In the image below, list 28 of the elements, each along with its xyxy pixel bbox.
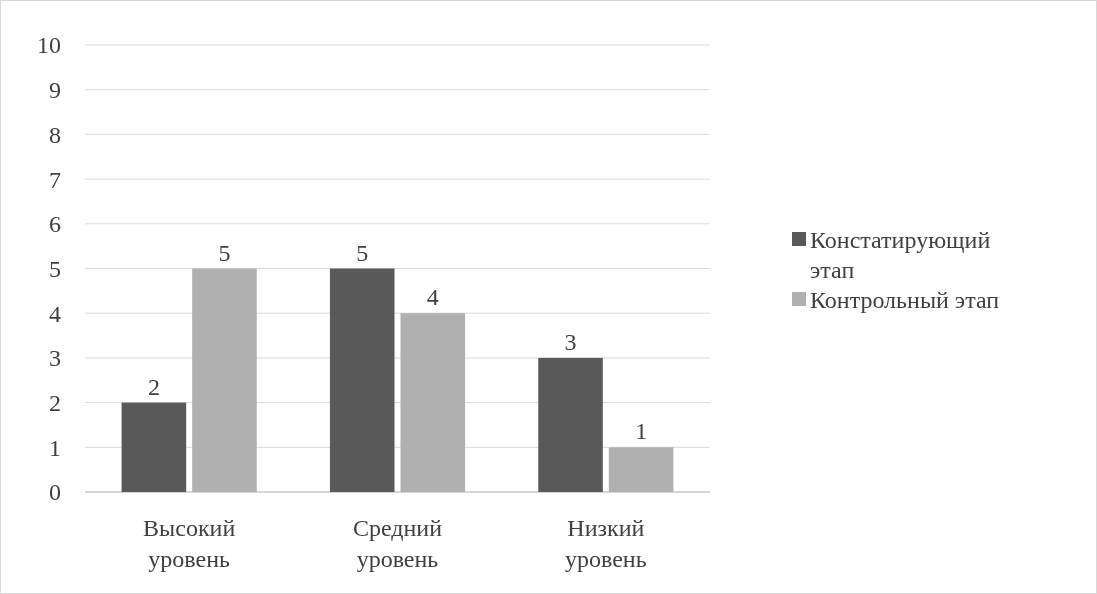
data-label: 1	[635, 418, 648, 445]
data-label: 5	[356, 239, 369, 266]
y-tick-label: 9	[49, 77, 61, 104]
x-tick-label: Высокий уровень	[143, 515, 236, 572]
y-tick-label: 1	[49, 434, 61, 461]
bar	[329, 268, 395, 492]
legend-label: Констатирующий этап	[810, 227, 991, 284]
y-tick-label: 2	[49, 390, 61, 416]
legend-label: Контрольный этап	[810, 287, 1000, 314]
x-tick-label: Низкий уровень	[565, 515, 647, 572]
y-tick-label: 5	[49, 255, 61, 282]
y-tick-label: 4	[49, 300, 61, 327]
bar	[538, 357, 603, 492]
x-tick-label: Средний уровень	[352, 515, 443, 572]
data-label: 2	[147, 373, 160, 400]
y-tick-label: 10	[37, 32, 61, 59]
data-label: 3	[564, 328, 577, 355]
y-tick-label: 8	[49, 121, 61, 148]
y-tick-label: 0	[49, 479, 61, 506]
y-tick-label: 6	[49, 211, 61, 238]
y-tick-label: 3	[49, 345, 61, 372]
bar	[400, 313, 466, 492]
bar	[121, 402, 187, 492]
data-label: 4	[426, 284, 439, 311]
y-tick-label: 7	[49, 166, 61, 193]
bar	[192, 268, 257, 492]
data-label: 5	[218, 239, 231, 266]
bar	[608, 447, 674, 492]
